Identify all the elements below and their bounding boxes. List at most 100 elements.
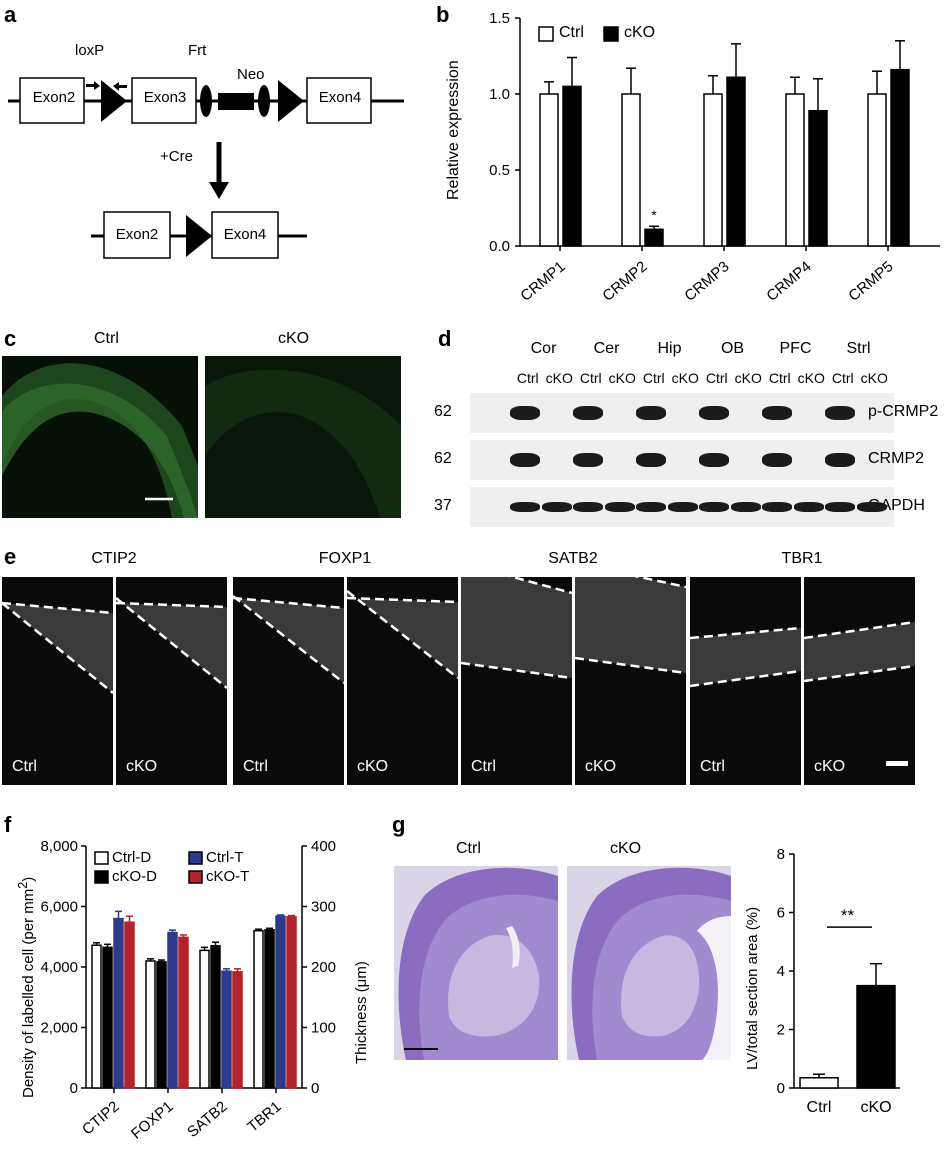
micrograph-ctrl (461, 577, 572, 785)
x-tick-label: cKO (860, 1099, 891, 1116)
y-tick-label: 0 (777, 1080, 785, 1097)
panel-g-cko-label: cKO (610, 840, 642, 857)
bar-ctrl-t (167, 931, 178, 1089)
panel-label-f: f (4, 812, 12, 837)
y-tick-label: 2 (777, 1022, 785, 1039)
gene-targeting-schematic (8, 77, 404, 259)
chart-b-ylabel: Relative expression (445, 60, 462, 200)
bar-cko-t (286, 916, 297, 1089)
blot-band (699, 453, 729, 467)
significance-star: * (651, 207, 657, 223)
x-tick-label: CTIP2 (79, 1098, 122, 1138)
y-tick-label-right: 400 (311, 838, 336, 855)
chart-f-ylabel-left: Density of labelled cell (per mm2) (16, 876, 37, 1098)
micrograph-cko (804, 577, 915, 785)
y-tick-label: 8 (777, 846, 785, 863)
bar-ctrl-t (275, 915, 286, 1089)
marker-label: FOXP1 (318, 550, 372, 567)
loxp-site-remaining (186, 215, 212, 257)
legend-swatch-cko (603, 26, 619, 42)
panel-c-cko-label: cKO (278, 330, 310, 347)
chart-g-ylabel: LV/total section area (%) (744, 906, 761, 1070)
bar-cko-d (156, 961, 167, 1089)
blot-lane-label: cKO (797, 370, 825, 386)
cre-label: +Cre (160, 148, 193, 165)
panel-label-c: c (4, 326, 17, 351)
blot-region-label: OB (720, 340, 745, 357)
exon-label: Exon3 (143, 89, 187, 106)
bar-cko (808, 109, 828, 247)
legend-ctrl: Ctrl (559, 24, 584, 41)
micrograph-ctrl (2, 577, 113, 785)
legend-swatch-ctrl (538, 26, 554, 42)
panel-c-ctrl-label: Ctrl (94, 330, 119, 347)
exon4-box (306, 77, 372, 124)
legend-swatch (94, 851, 109, 865)
bar-ctrl-d (253, 929, 264, 1089)
blot-band (762, 502, 792, 512)
x-tick-label: FOXP1 (128, 1098, 177, 1143)
crmp2-immuno-cko (205, 356, 401, 518)
bar-ctrl (621, 93, 641, 247)
x-tick-label: CRMP1 (517, 258, 568, 305)
panel-label-a: a (4, 2, 17, 27)
micrograph-cko-label: cKO (814, 758, 846, 775)
blot-lane-label: Ctrl (516, 370, 539, 386)
panel-label-b: b (436, 2, 450, 27)
frt-site-2 (258, 85, 270, 117)
y-tick-label: 1.5 (489, 10, 510, 27)
chart-f: 0 2,000 4,000 6,000 8,000 0 100 200 300 400 CTIP2 F… (0, 820, 400, 1152)
nissl-section-ctrl (394, 866, 558, 1060)
legend-swatch (94, 870, 109, 884)
blot-band (762, 453, 792, 467)
blot-lane-label: cKO (860, 370, 888, 386)
marker-label: TBR1 (781, 550, 823, 567)
micrograph-cko (116, 577, 227, 785)
x-tick-label: SATB2 (184, 1098, 230, 1141)
blot-lane-label: cKO (608, 370, 636, 386)
exon-label: Exon4 (318, 89, 362, 106)
legend-cko: cKO (624, 24, 656, 41)
micrograph-cko-label: cKO (126, 758, 158, 775)
blot-region-label: Cor (530, 340, 557, 357)
bar-cko-t (124, 921, 135, 1089)
primer-arrow-forward (86, 81, 100, 90)
molecular-weight-label: 62 (434, 403, 452, 420)
y-tick-label: 6 (777, 905, 785, 922)
blot-band (636, 453, 666, 467)
blot-lane-label: Ctrl (642, 370, 665, 386)
frt-site-1 (200, 85, 212, 117)
y-tick-label-right: 100 (311, 1020, 336, 1037)
bar-ctrl-d (145, 960, 156, 1089)
blot-band (699, 406, 729, 420)
micrograph-ctrl (690, 577, 801, 785)
blot-band (825, 406, 855, 420)
legend-cko-d: cKO-D (112, 868, 157, 885)
bar-ctrl (799, 1077, 839, 1089)
exon-label: Exon2 (115, 226, 159, 243)
blot-band (825, 502, 855, 512)
exon-label: Exon2 (32, 89, 76, 106)
frt-label: Frt (188, 42, 207, 59)
chart-g: 0 2 4 6 8 Ctrl cKO ** LV/total section area (%) (740, 820, 946, 1152)
blot-lane-label: cKO (671, 370, 699, 386)
bar-ctrl-d (91, 944, 102, 1089)
exon2-box-deleted (103, 211, 171, 259)
y-tick-label: 0.5 (489, 162, 510, 179)
micrograph-cko-label: cKO (357, 758, 389, 775)
exon-label: Exon4 (223, 226, 267, 243)
legend-swatch (188, 851, 203, 865)
micrograph-cko-label: cKO (585, 758, 617, 775)
x-tick-label: CRMP3 (681, 258, 732, 305)
blot-band (510, 502, 540, 512)
bar-ctrl (867, 93, 887, 247)
blot-band (793, 502, 824, 512)
nissl-section-cko (567, 866, 731, 1060)
marker-label: CTIP2 (91, 550, 137, 567)
micrograph-ctrl-label: Ctrl (700, 758, 725, 775)
legend-swatch (188, 870, 203, 884)
chart-b: 0.0 0.5 1.0 1.5 CRMP1 CRMP2 * CRMP3 CRMP4 CRMP5 R… (430, 0, 946, 320)
bar-ctrl-d (199, 949, 210, 1089)
y-tick-label: 4 (777, 963, 785, 980)
x-tick-label: Ctrl (807, 1099, 832, 1116)
